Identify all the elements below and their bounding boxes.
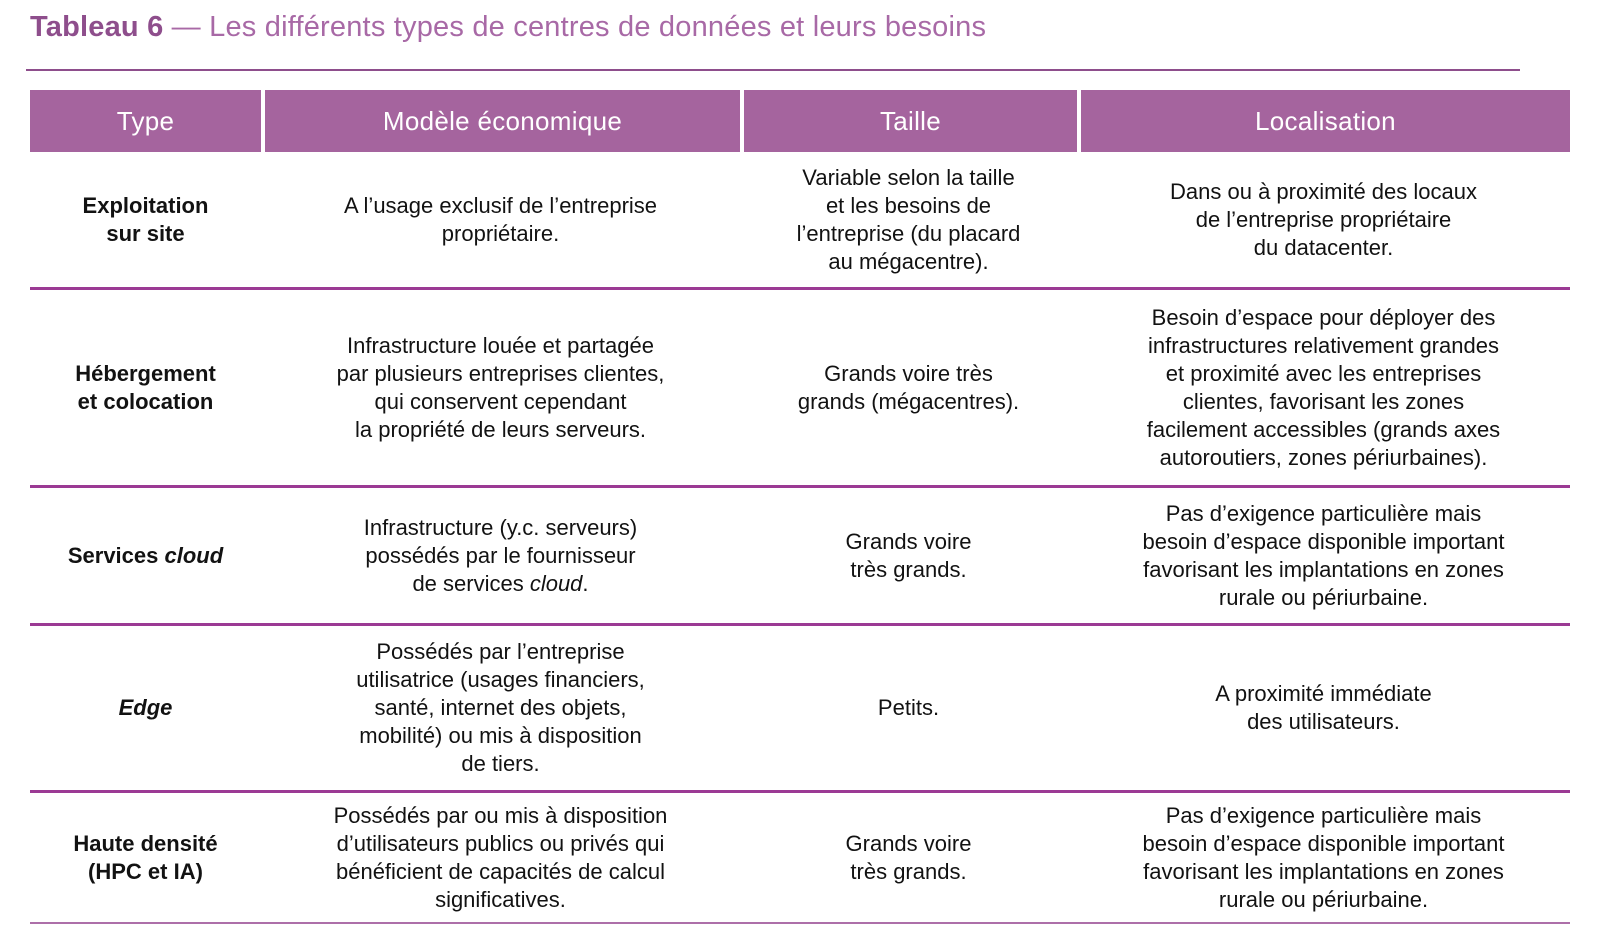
title-rule	[26, 69, 1520, 71]
table-row: Edge Possédés par l’entreprise utilisatr…	[30, 623, 1570, 790]
datacenter-types-table: Type Modèle économique Taille Localisation …	[30, 90, 1570, 924]
cell-localisation: Dans ou à proximité des locaux de l’entr…	[1170, 178, 1477, 260]
cell-taille: Variable selon la taille et les besoins …	[796, 164, 1021, 274]
column-header-type: Type	[30, 90, 261, 152]
page-title: Tableau 6 — Les différents types de cent…	[30, 10, 1570, 44]
title-separator: —	[163, 11, 210, 43]
cell-type: Exploitation sur site	[82, 192, 209, 246]
table-row: Hébergement et colocation Infrastructure…	[30, 287, 1570, 485]
column-header-taille: Taille	[740, 90, 1077, 152]
table-row: Haute densité (HPC et IA) Possédés par o…	[30, 790, 1570, 922]
column-header-localisation: Localisation	[1077, 90, 1570, 152]
table-header: Type Modèle économique Taille Localisation	[30, 90, 1570, 152]
cell-localisation: A proximité immédiate des utilisateurs.	[1215, 681, 1432, 734]
cell-localisation: Pas d’exigence particulière mais besoin …	[1142, 500, 1505, 610]
cell-type: Haute densité (HPC et IA)	[73, 830, 218, 884]
cell-modele-economique: Possédés par ou mis à disposition d’util…	[333, 802, 668, 912]
cell-localisation: Pas d’exigence particulière mais besoin …	[1142, 802, 1505, 912]
cell-taille: Grands voire très grands (mégacentres).	[797, 360, 1020, 414]
table-body: Exploitation sur site A l’usage exclusif…	[30, 152, 1570, 924]
cell-taille: Grands voire très grands.	[845, 528, 972, 582]
table-row: Services cloud Infrastructure (y.c. serv…	[30, 485, 1570, 623]
page: Tableau 6 — Les différents types de cent…	[26, 10, 1570, 924]
cell-type: Hébergement et colocation	[75, 360, 216, 414]
table-row: Exploitation sur site A l’usage exclusif…	[30, 152, 1570, 287]
cell-type: Services cloud	[67, 542, 224, 568]
cell-taille: Grands voire très grands.	[845, 830, 972, 884]
cell-modele-economique: Possédés par l’entreprise utilisatrice (…	[356, 639, 645, 776]
column-header-mod-le-conomique: Modèle économique	[261, 90, 740, 152]
cell-modele-economique: A l’usage exclusif de l’entreprise propr…	[343, 192, 658, 246]
title-text: Les différents types de centres de donné…	[209, 11, 987, 43]
cell-taille: Petits.	[877, 695, 940, 720]
table-number: Tableau 6	[30, 11, 164, 43]
cell-localisation: Besoin d’espace pour déployer des infras…	[1146, 304, 1501, 470]
cell-modele-economique: Infrastructure (y.c. serveurs) possédés …	[363, 514, 638, 596]
cell-modele-economique: Infrastructure louée et partagée par plu…	[336, 332, 665, 442]
cell-type: Edge	[118, 695, 173, 720]
